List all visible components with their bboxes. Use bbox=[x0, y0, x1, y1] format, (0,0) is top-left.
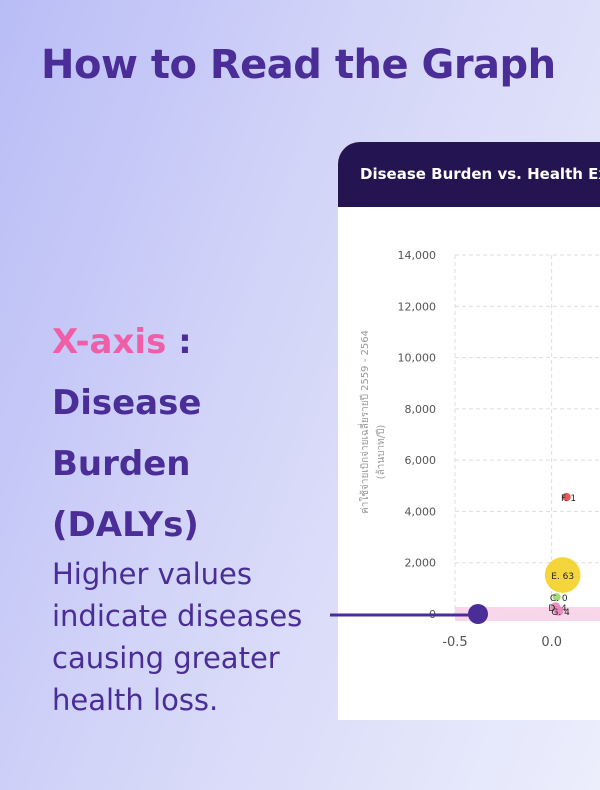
point bbox=[552, 593, 561, 602]
chart-title: Disease Burden vs. Health Ex bbox=[338, 142, 600, 207]
chart-card: Disease Burden vs. Health Ex ค่าใช้จ่ายเ… bbox=[338, 142, 600, 720]
y-axis-label: ค่าใช้จ่ายเบิกจ่ายเฉลี่ยรายปี 2559 - 256… bbox=[357, 330, 371, 514]
y-tick-label: 10,000 bbox=[398, 352, 437, 365]
point-label: C. 0 bbox=[550, 594, 568, 604]
y-tick-label: 14,000 bbox=[398, 249, 437, 262]
point-label: E. 63 bbox=[551, 572, 574, 582]
y-tick-label: 12,000 bbox=[398, 300, 437, 313]
point bbox=[544, 557, 581, 593]
x-tick-label: -0.5 bbox=[442, 635, 467, 650]
axis-name: X-axis bbox=[52, 322, 167, 362]
point-label: G. 4 bbox=[551, 608, 570, 618]
y-tick-label: 8,000 bbox=[405, 403, 437, 416]
point bbox=[562, 492, 571, 502]
point bbox=[553, 606, 564, 616]
x-tick-label: 0.0 bbox=[541, 635, 562, 650]
page-title: How to Read the Graph bbox=[41, 42, 556, 88]
separator: : bbox=[178, 322, 192, 362]
point-label: F. 1 bbox=[561, 494, 576, 504]
y-tick-label: 6,000 bbox=[405, 454, 437, 467]
chart: ค่าใช้จ่ายเบิกจ่ายเฉลี่ยรายปี 2559 - 256… bbox=[357, 249, 600, 650]
y-tick-label: 0 bbox=[429, 608, 436, 621]
y-tick-label: 4,000 bbox=[405, 505, 437, 518]
axis-heading: X-axis : Disease Burden (DALYs) bbox=[52, 312, 302, 556]
y-tick-label: 2,000 bbox=[405, 557, 437, 570]
explainer-text: Higher values indicate diseases causing … bbox=[52, 557, 303, 717]
axis-description: Disease Burden (DALYs) bbox=[52, 383, 202, 545]
y-axis-unit: (ล้านบาท/ปี) bbox=[375, 425, 387, 480]
